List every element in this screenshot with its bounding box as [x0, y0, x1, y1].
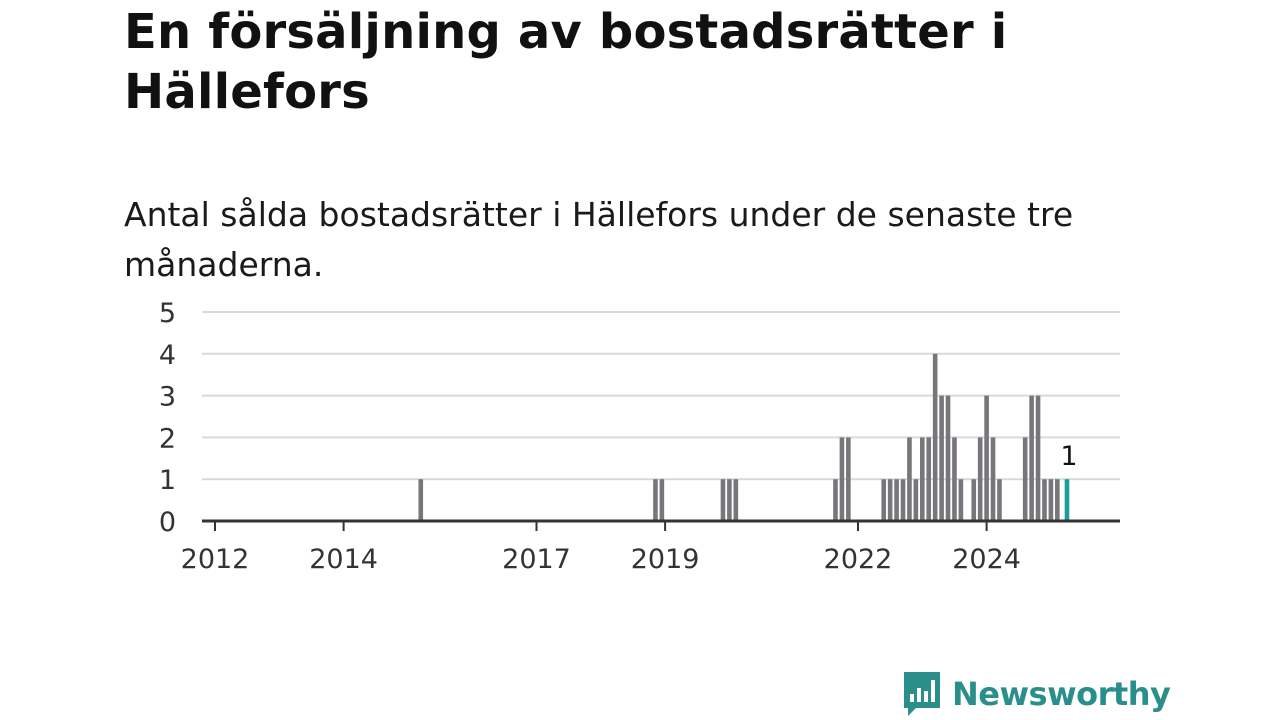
bar-2020-Q2 — [727, 479, 732, 521]
bar-2023-Q2 — [894, 479, 899, 521]
bar-2026-Q1 — [971, 479, 977, 521]
x-tick-label-2024: 2024 — [952, 544, 1021, 575]
bars — [418, 353, 1070, 521]
bar-2023-Q3 — [900, 479, 906, 521]
highlight-data-label: 1 — [1060, 441, 1077, 472]
bar-highlighted — [1064, 479, 1070, 521]
bar-2025-Q4 — [958, 479, 964, 521]
bar-2024-Q2 — [920, 437, 925, 521]
bar-2026-Q2 — [977, 437, 983, 521]
bar-2020-Q3 — [733, 479, 739, 521]
bar-2020-Q1 — [720, 479, 726, 521]
logo-text: Newsworthy — [952, 675, 1171, 713]
bar-2026-Q3 — [984, 395, 989, 521]
bar-2028-Q3 — [1055, 479, 1060, 521]
bar-2025-Q2 — [945, 395, 951, 521]
bar-2019-Q1 — [659, 479, 665, 521]
y-axis-ticks: 0 1 2 3 4 5 — [159, 298, 176, 538]
bar-2025-Q1 — [939, 395, 944, 521]
y-tick-label-3: 3 — [159, 382, 176, 413]
y-tick-label-4: 4 — [159, 340, 176, 371]
bar-2021-Q4 — [833, 479, 838, 521]
chart-subtitle: Antal sålda bostadsrätter i Hällefors un… — [124, 195, 1074, 284]
bar-chart-speech-bubble-icon — [904, 672, 940, 716]
bar-2022-Q2 — [846, 437, 851, 521]
y-tick-label-1: 1 — [159, 465, 176, 496]
bar-2024-Q1 — [913, 479, 919, 521]
x-tick-label-2017: 2017 — [502, 544, 571, 575]
bar-2024-Q3 — [926, 437, 932, 521]
x-tick-label-2012: 2012 — [181, 544, 250, 575]
x-tick-label-2019: 2019 — [631, 544, 700, 575]
bar-2025-Q3 — [952, 437, 957, 521]
y-tick-label-0: 0 — [159, 507, 176, 538]
bar-2028-Q1 — [1042, 479, 1047, 521]
bar-2027-Q1 — [997, 479, 1002, 521]
bar-2023-Q1 — [887, 479, 893, 521]
bar-2018-Q4 — [653, 479, 658, 521]
bar-2027-Q4 — [1035, 395, 1041, 521]
bar-2023-Q4 — [907, 437, 912, 521]
newsworthy-logo: Newsworthy — [902, 668, 1171, 720]
x-tick-label-2022: 2022 — [824, 544, 893, 575]
chart-title: En försäljning av bostadsrätter i Hällef… — [124, 4, 1008, 120]
y-tick-label-2: 2 — [159, 423, 176, 454]
bar-2022-Q4 — [881, 479, 887, 521]
x-tick-label-2014: 2014 — [309, 544, 378, 575]
bar-2027-Q2 — [1022, 437, 1028, 521]
x-axis-ticks: 2012 2014 2017 2019 2022 2024 — [181, 521, 1021, 575]
bar-2027-Q3 — [1029, 395, 1034, 521]
bar-2015-Q1 — [418, 479, 424, 521]
bar-2026-Q4 — [990, 437, 996, 521]
y-tick-label-5: 5 — [159, 298, 176, 329]
bar-2022-Q1 — [839, 437, 845, 521]
data-labels: 1 — [1060, 441, 1077, 472]
bar-2024-Q4 — [932, 353, 938, 521]
bar-2028-Q2 — [1048, 479, 1054, 521]
